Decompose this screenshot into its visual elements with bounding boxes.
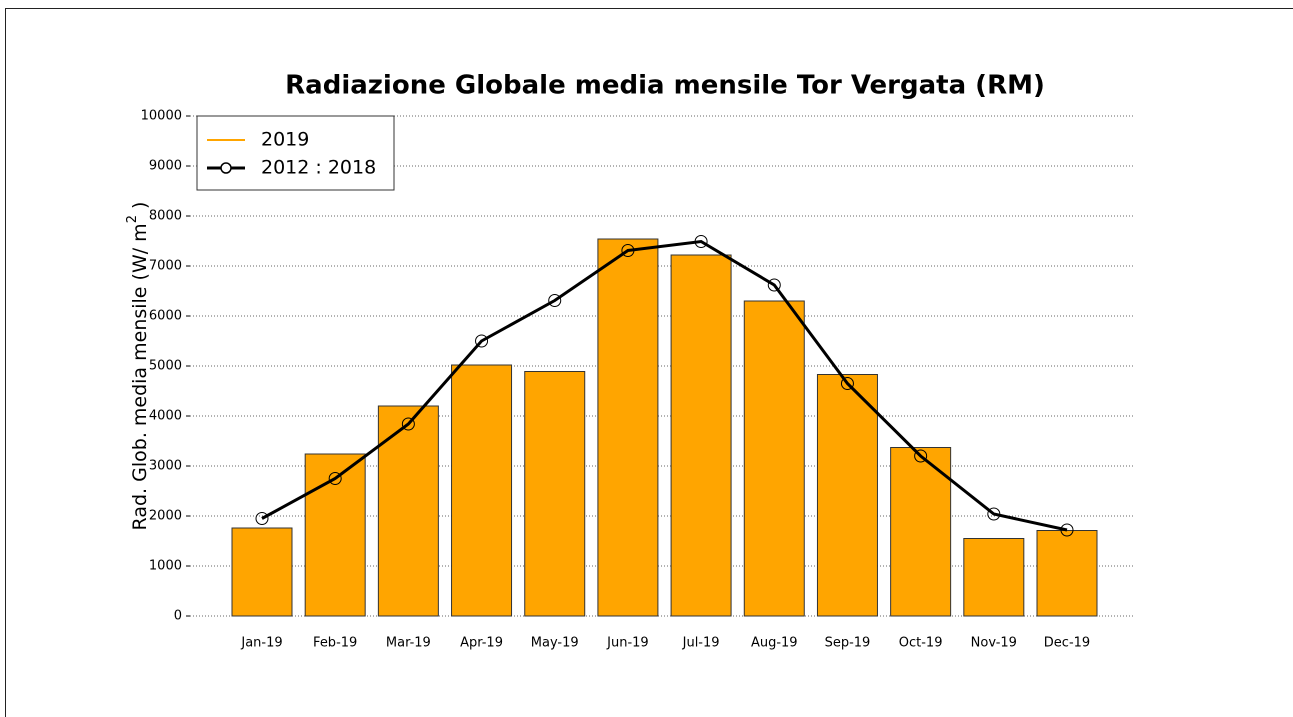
point	[694, 235, 708, 248]
x-tick-label: Nov-19	[971, 636, 1017, 651]
y-label-end: )	[129, 202, 151, 215]
bar	[743, 300, 805, 617]
bar	[816, 374, 878, 617]
bar	[451, 364, 513, 617]
point	[255, 512, 269, 525]
chart-title: Radiazione Globale media mensile Tor Ver…	[285, 71, 1045, 101]
point	[914, 449, 928, 463]
x-tick-label: Feb-19	[313, 636, 357, 651]
bar	[963, 538, 1025, 617]
point	[987, 507, 1001, 521]
y-tick-label: 3000	[149, 459, 182, 474]
x-tick-label: Jul-19	[682, 636, 720, 651]
y-tick-label: 2000	[149, 509, 182, 524]
x-tick-label: Oct-19	[899, 636, 943, 651]
y-tick-label: 6000	[149, 309, 182, 324]
y-tick-label: 7000	[149, 259, 182, 274]
point	[328, 472, 342, 485]
point	[621, 244, 635, 257]
y-tick-label: 4000	[149, 409, 182, 424]
frame	[5, 8, 1293, 717]
x-tick-label: Jun-19	[606, 636, 649, 651]
bar	[597, 238, 659, 617]
y-axis-label: Rad. Glob. media mensile (W/ m2 )	[125, 202, 151, 531]
y-tick-label: 5000	[149, 359, 182, 374]
y-label-text: Rad. Glob. media mensile (W/ m	[129, 223, 151, 530]
bar	[377, 405, 439, 617]
legend-label: 2012 : 2018	[261, 157, 376, 179]
point	[840, 377, 854, 390]
bar	[231, 527, 293, 617]
legend-label: 2019	[261, 129, 309, 151]
bar	[1036, 530, 1098, 617]
point	[1060, 523, 1074, 537]
point	[548, 294, 562, 307]
bar	[670, 254, 732, 617]
x-tick-label: Sep-19	[825, 636, 871, 651]
point	[475, 334, 489, 348]
x-tick-label: Jan-19	[240, 636, 282, 651]
y-tick-label: 8000	[149, 209, 182, 224]
point	[401, 417, 415, 431]
legend-marker	[220, 162, 232, 174]
x-tick-label: Dec-19	[1044, 636, 1090, 651]
y-tick-label: 1000	[149, 559, 182, 574]
x-tick-label: Mar-19	[386, 636, 431, 651]
y-tick-label: 9000	[149, 159, 182, 174]
line	[261, 239, 1068, 532]
bar	[524, 371, 586, 617]
y-tick-label: 10000	[141, 109, 182, 124]
legend-box	[196, 115, 395, 191]
x-tick-label: Aug-19	[751, 636, 798, 651]
x-tick-label: May-19	[531, 636, 579, 651]
bar	[890, 447, 952, 617]
x-tick-label: Apr-19	[460, 636, 503, 651]
y-label-sup: 2	[125, 215, 140, 223]
point	[767, 278, 781, 292]
bar	[304, 453, 366, 617]
y-tick-label: 0	[174, 609, 182, 624]
